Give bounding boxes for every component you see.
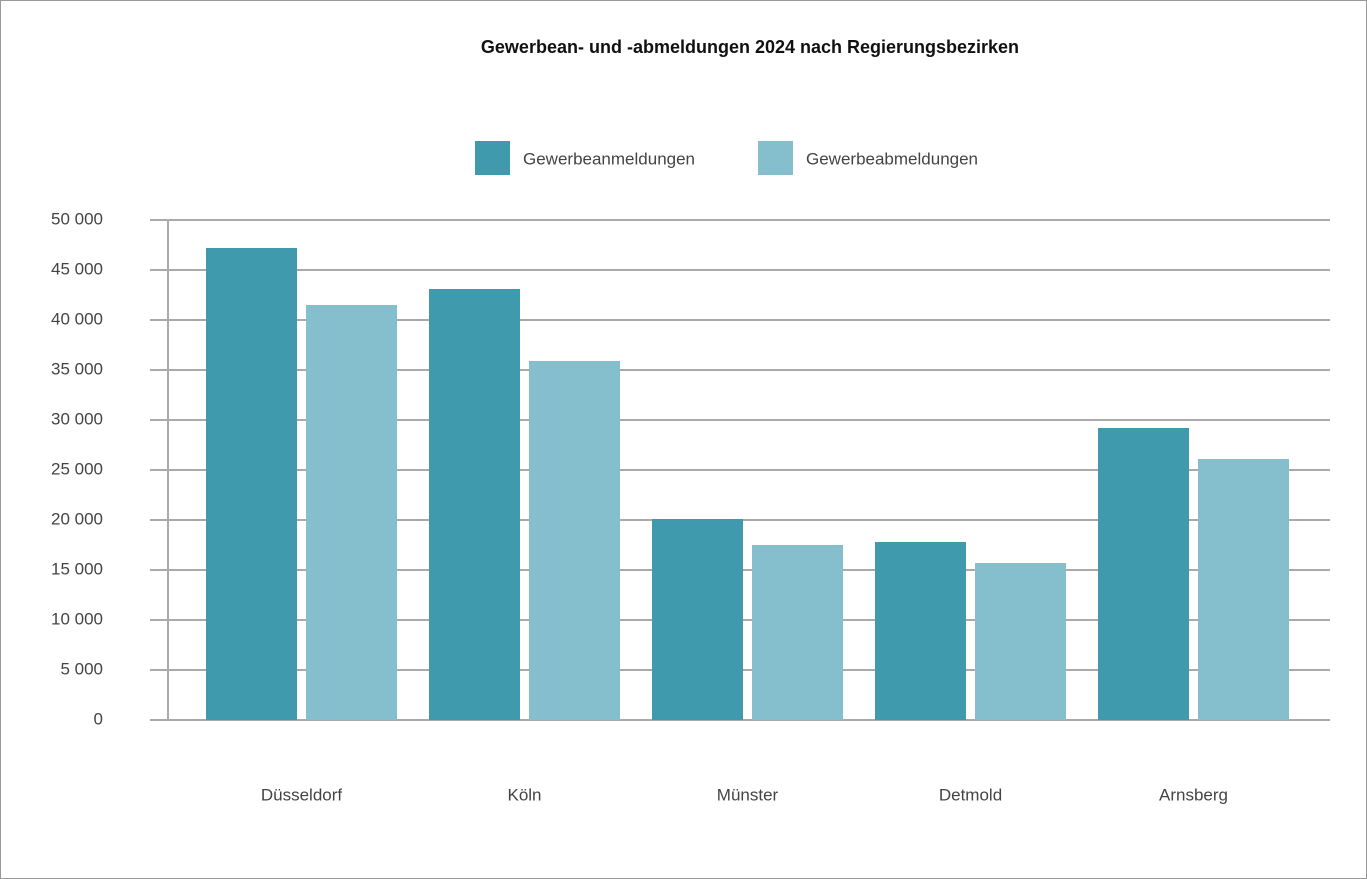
bar	[1198, 459, 1289, 720]
y-tick-label: 35 000	[51, 359, 103, 378]
legend-label: Gewerbeanmeldungen	[523, 149, 695, 168]
y-tick-label: 25 000	[51, 459, 103, 478]
bar	[206, 248, 297, 720]
y-tick-label: 15 000	[51, 559, 103, 578]
legend-swatch	[475, 141, 510, 175]
bar	[652, 519, 743, 720]
legend-swatch	[758, 141, 793, 175]
y-tick-label: 10 000	[51, 609, 103, 628]
legend-label: Gewerbeabmeldungen	[806, 149, 978, 168]
bar	[429, 289, 520, 720]
x-tick-label: Düsseldorf	[261, 785, 343, 804]
bar	[752, 545, 843, 720]
x-tick-label: Münster	[717, 785, 779, 804]
x-tick-label: Köln	[507, 785, 541, 804]
bar	[529, 361, 620, 720]
x-tick-label: Arnsberg	[1159, 785, 1228, 804]
bar	[306, 305, 397, 720]
bar	[1098, 428, 1189, 720]
chart-title: Gewerbean- und -abmeldungen 2024 nach Re…	[481, 37, 1019, 57]
y-tick-label: 5 000	[60, 659, 103, 678]
y-tick-label: 50 000	[51, 209, 103, 228]
bar	[975, 563, 1066, 720]
y-tick-label: 30 000	[51, 409, 103, 428]
y-tick-label: 45 000	[51, 259, 103, 278]
y-tick-label: 40 000	[51, 309, 103, 328]
x-tick-label: Detmold	[939, 785, 1002, 804]
y-tick-label: 20 000	[51, 509, 103, 528]
y-tick-label: 0	[94, 709, 103, 728]
bar	[875, 542, 966, 720]
